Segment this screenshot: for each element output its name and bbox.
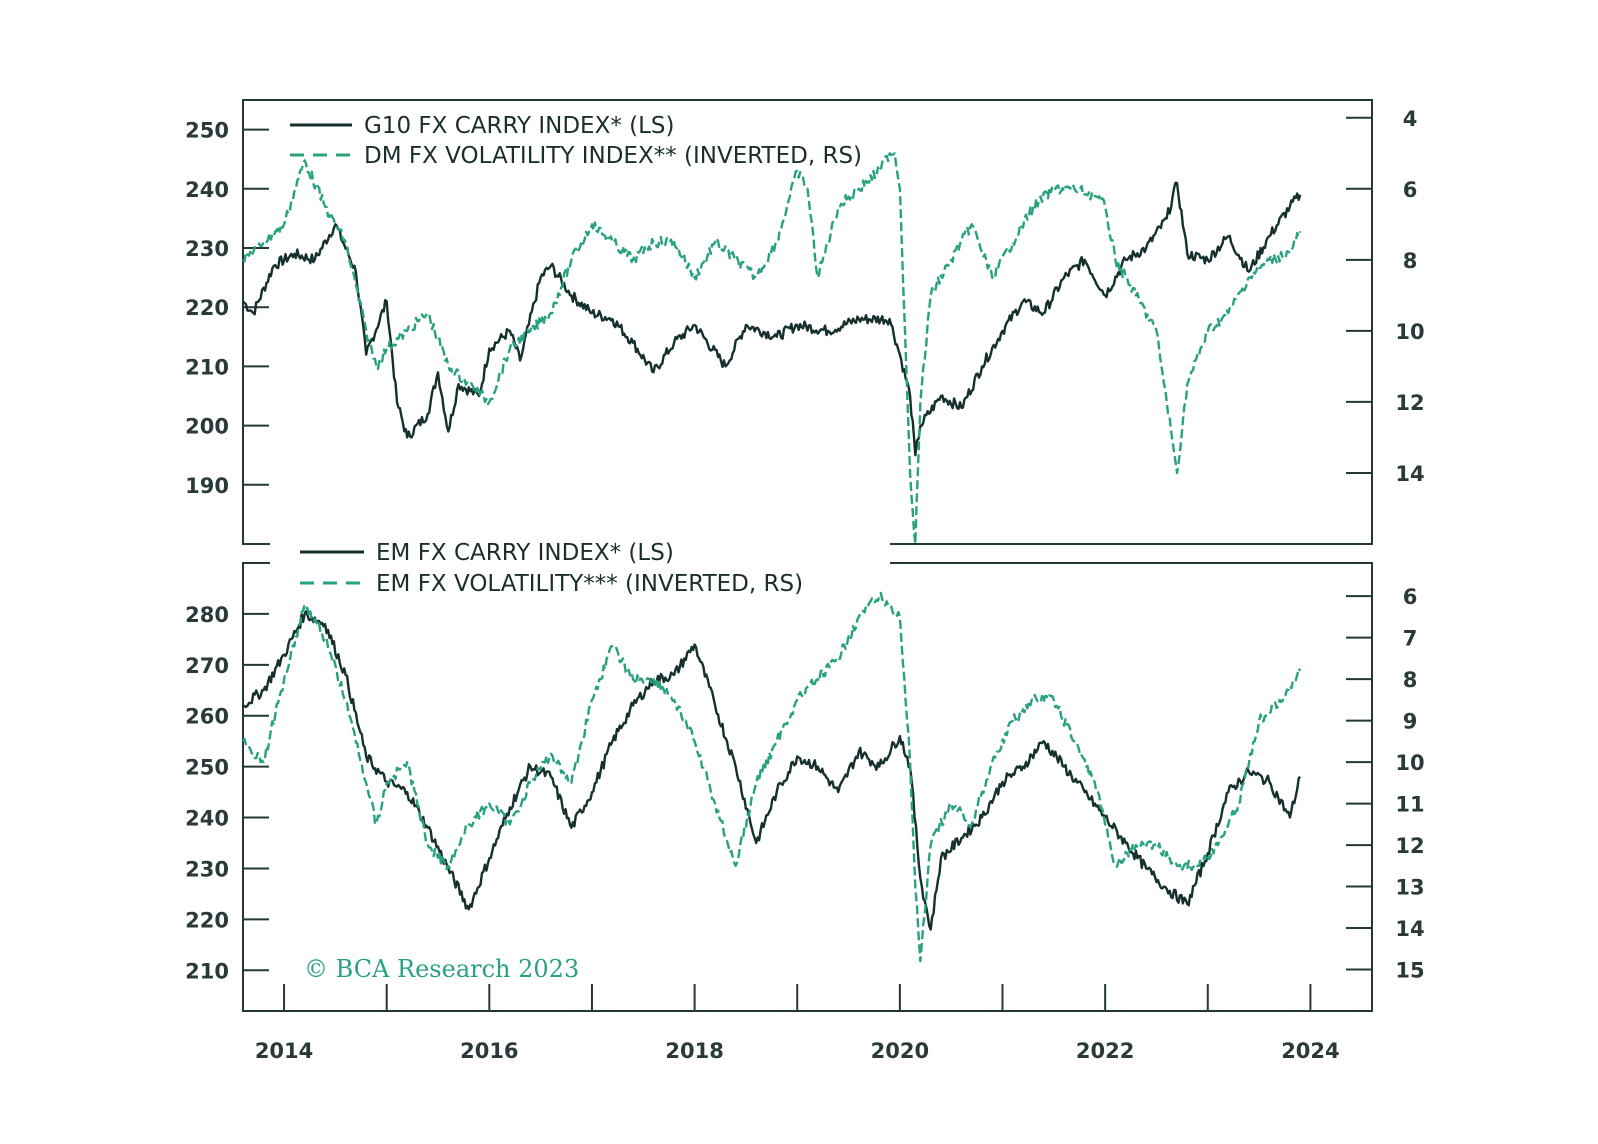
top-left-tick-label: 200	[185, 415, 229, 439]
x-axis-tick-label: 2018	[665, 1039, 723, 1063]
top-left-tick-label: 230	[185, 237, 229, 261]
bottom-right-tick-label: 13	[1395, 876, 1424, 900]
bottom-right-tick-label: 10	[1395, 751, 1424, 775]
x-axis-tick-label: 2024	[1281, 1039, 1339, 1063]
bottom-panel-axes: 210 220 230 240 250 260 270 280 6 7 8 9 10 11 12 13 14 15	[185, 585, 1424, 983]
top-left-tick-label: 210	[185, 355, 229, 379]
bottom-left-tick-label: 250	[185, 756, 229, 780]
legend-label-g10-carry: G10 FX CARRY INDEX* (LS)	[364, 113, 675, 139]
x-axis-tick-label: 2016	[460, 1039, 518, 1063]
bottom-panel-series	[241, 591, 1302, 963]
bottom-series-carry-line	[242, 610, 1302, 931]
bottom-right-tick-label: 7	[1403, 627, 1418, 651]
bottom-panel-frame	[242, 562, 1373, 1012]
bottom-series-volatility-line	[241, 591, 1302, 963]
bottom-left-tick-label: 230	[185, 857, 229, 881]
legend-label-em-volatility: EM FX VOLATILITY*** (INVERTED, RS)	[376, 571, 803, 597]
top-right-tick-label: 4	[1403, 107, 1418, 131]
top-series-carry-line	[242, 181, 1302, 457]
bottom-right-tick-label: 8	[1403, 668, 1418, 692]
bottom-left-tick-label: 240	[185, 807, 229, 831]
bottom-left-tick-label: 260	[185, 705, 229, 729]
bottom-legend-background	[270, 540, 890, 590]
top-right-tick-label: 12	[1395, 391, 1424, 415]
copyright-watermark: © BCA Research 2023	[304, 955, 579, 983]
top-right-tick-label: 10	[1395, 320, 1424, 344]
top-right-tick-label: 6	[1403, 178, 1418, 202]
bottom-right-tick-label: 6	[1403, 585, 1418, 609]
top-right-tick-label: 14	[1395, 462, 1424, 486]
bottom-right-tick-label: 9	[1403, 710, 1418, 734]
legend-label-em-carry: EM FX CARRY INDEX* (LS)	[376, 540, 674, 566]
top-right-tick-label: 8	[1403, 249, 1418, 273]
bottom-left-tick-label: 220	[185, 908, 229, 932]
bottom-right-tick-label: 15	[1395, 959, 1424, 983]
bottom-left-tick-label: 210	[185, 959, 229, 983]
top-left-tick-label: 190	[185, 474, 229, 498]
bottom-left-tick-label: 270	[185, 654, 229, 678]
top-left-tick-label: 220	[185, 296, 229, 320]
top-left-tick-label: 250	[185, 119, 229, 143]
bottom-left-tick-label: 280	[185, 603, 229, 627]
top-series-volatility-line	[242, 152, 1302, 546]
legend-label-dm-volatility: DM FX VOLATILITY INDEX** (INVERTED, RS)	[364, 143, 862, 169]
x-axis-tick-label: 2022	[1076, 1039, 1134, 1063]
top-panel-axes: 190 200 210 220 230 240 250 4 6 8 10 12 14	[185, 107, 1424, 498]
x-axis-tick-label: 2014	[255, 1039, 313, 1063]
bottom-right-tick-label: 12	[1395, 834, 1424, 858]
bottom-right-tick-label: 11	[1395, 793, 1424, 817]
bottom-right-tick-label: 14	[1395, 917, 1424, 941]
top-left-tick-label: 240	[185, 178, 229, 202]
x-axis: 2014 2016 2018 2020 2022 2024	[255, 984, 1340, 1063]
x-axis-tick-label: 2020	[871, 1039, 929, 1063]
top-panel-series	[242, 152, 1302, 546]
